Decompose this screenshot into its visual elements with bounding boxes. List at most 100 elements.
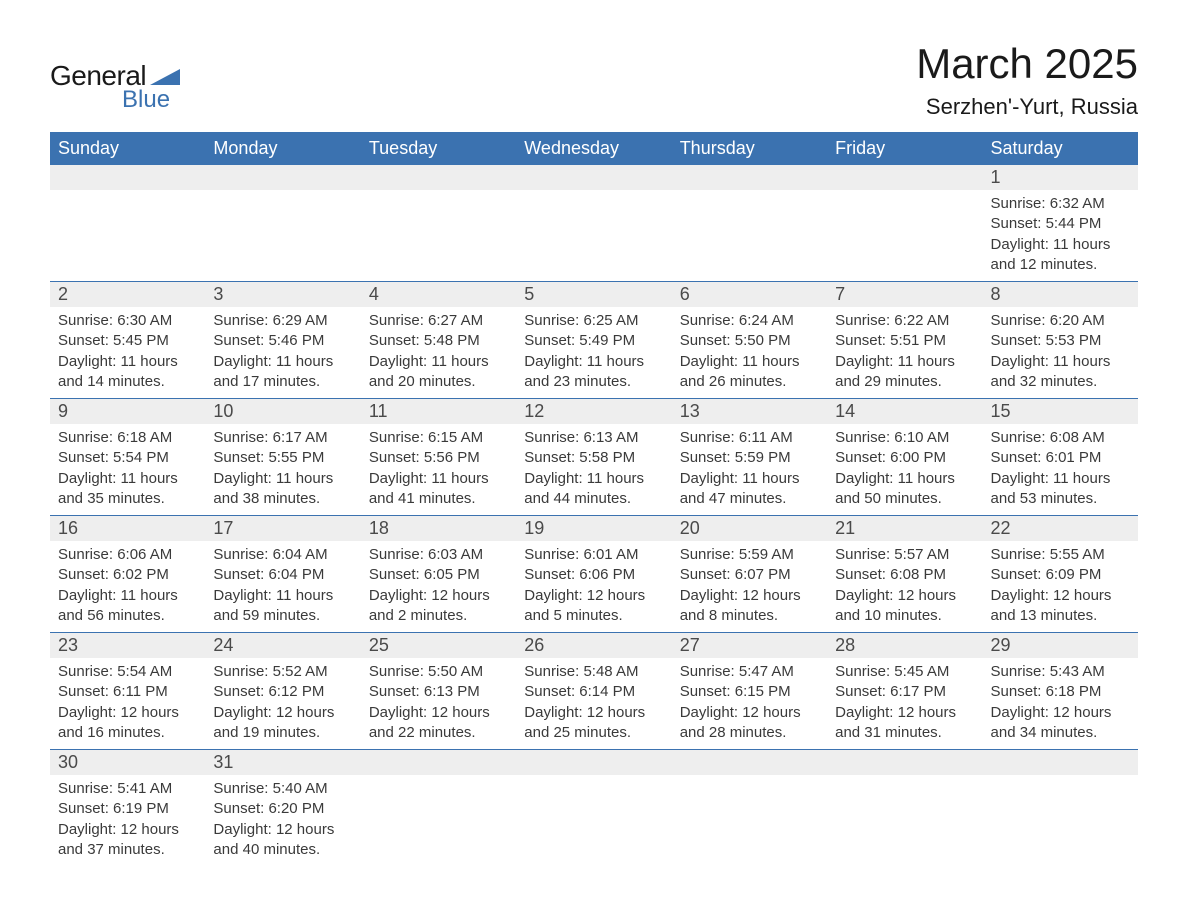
sunrise-line: Sunrise: 6:06 AM	[58, 545, 197, 565]
day-number-row: 16171819202122	[50, 516, 1138, 542]
day-detail-cell: Sunrise: 6:27 AMSunset: 5:48 PMDaylight:…	[361, 307, 516, 399]
header: General Blue March 2025 Serzhen'-Yurt, R…	[50, 40, 1138, 120]
day-detail-cell: Sunrise: 6:30 AMSunset: 5:45 PMDaylight:…	[50, 307, 205, 399]
day-number-cell: 19	[516, 516, 671, 542]
sunset-line: Sunset: 6:05 PM	[369, 565, 508, 585]
day-number-cell: 16	[50, 516, 205, 542]
day-number-cell	[983, 750, 1138, 776]
daylight-line: Daylight: 11 hours and 35 minutes.	[58, 469, 197, 510]
weekday-header: Tuesday	[361, 132, 516, 165]
day-number-cell: 15	[983, 399, 1138, 425]
day-detail-cell: Sunrise: 6:08 AMSunset: 6:01 PMDaylight:…	[983, 424, 1138, 516]
day-detail-cell	[516, 775, 671, 866]
daylight-line: Daylight: 11 hours and 38 minutes.	[213, 469, 352, 510]
logo-word-blue: Blue	[122, 86, 170, 114]
sunrise-line: Sunrise: 5:59 AM	[680, 545, 819, 565]
sunrise-line: Sunrise: 6:17 AM	[213, 428, 352, 448]
day-detail-cell: Sunrise: 5:57 AMSunset: 6:08 PMDaylight:…	[827, 541, 982, 633]
day-detail-cell: Sunrise: 6:17 AMSunset: 5:55 PMDaylight:…	[205, 424, 360, 516]
day-detail-cell: Sunrise: 5:59 AMSunset: 6:07 PMDaylight:…	[672, 541, 827, 633]
day-number-cell: 31	[205, 750, 360, 776]
daylight-line: Daylight: 12 hours and 2 minutes.	[369, 586, 508, 627]
sunrise-line: Sunrise: 6:24 AM	[680, 311, 819, 331]
day-number-cell: 10	[205, 399, 360, 425]
day-detail-cell	[516, 190, 671, 282]
day-number-cell: 2	[50, 282, 205, 308]
day-number-cell: 24	[205, 633, 360, 659]
day-number-row: 3031	[50, 750, 1138, 776]
sunset-line: Sunset: 5:59 PM	[680, 448, 819, 468]
day-detail-cell	[361, 775, 516, 866]
day-detail-cell: Sunrise: 6:13 AMSunset: 5:58 PMDaylight:…	[516, 424, 671, 516]
daylight-line: Daylight: 12 hours and 22 minutes.	[369, 703, 508, 744]
daylight-line: Daylight: 11 hours and 56 minutes.	[58, 586, 197, 627]
daylight-line: Daylight: 12 hours and 40 minutes.	[213, 820, 352, 861]
daylight-line: Daylight: 12 hours and 37 minutes.	[58, 820, 197, 861]
day-number-cell: 28	[827, 633, 982, 659]
daylight-line: Daylight: 12 hours and 28 minutes.	[680, 703, 819, 744]
day-number-cell: 14	[827, 399, 982, 425]
day-number-cell: 11	[361, 399, 516, 425]
day-number-cell: 23	[50, 633, 205, 659]
day-number-cell: 29	[983, 633, 1138, 659]
sunrise-line: Sunrise: 6:18 AM	[58, 428, 197, 448]
day-number-cell: 3	[205, 282, 360, 308]
sunset-line: Sunset: 6:20 PM	[213, 799, 352, 819]
day-detail-cell: Sunrise: 5:54 AMSunset: 6:11 PMDaylight:…	[50, 658, 205, 750]
day-detail-cell: Sunrise: 5:45 AMSunset: 6:17 PMDaylight:…	[827, 658, 982, 750]
day-number-row: 9101112131415	[50, 399, 1138, 425]
sunset-line: Sunset: 6:08 PM	[835, 565, 974, 585]
daylight-line: Daylight: 12 hours and 13 minutes.	[991, 586, 1130, 627]
daylight-line: Daylight: 11 hours and 41 minutes.	[369, 469, 508, 510]
day-number-cell	[516, 165, 671, 190]
weekday-header: Friday	[827, 132, 982, 165]
sunset-line: Sunset: 5:45 PM	[58, 331, 197, 351]
sunset-line: Sunset: 5:53 PM	[991, 331, 1130, 351]
sunrise-line: Sunrise: 5:47 AM	[680, 662, 819, 682]
weekday-header: Sunday	[50, 132, 205, 165]
day-number-cell	[672, 165, 827, 190]
day-number-cell: 1	[983, 165, 1138, 190]
day-number-cell: 22	[983, 516, 1138, 542]
sunset-line: Sunset: 6:06 PM	[524, 565, 663, 585]
weekday-header: Saturday	[983, 132, 1138, 165]
daylight-line: Daylight: 12 hours and 31 minutes.	[835, 703, 974, 744]
sunrise-line: Sunrise: 5:45 AM	[835, 662, 974, 682]
day-number-cell	[361, 165, 516, 190]
sunset-line: Sunset: 6:15 PM	[680, 682, 819, 702]
day-number-cell	[50, 165, 205, 190]
daylight-line: Daylight: 12 hours and 25 minutes.	[524, 703, 663, 744]
sunrise-line: Sunrise: 6:08 AM	[991, 428, 1130, 448]
day-detail-row: Sunrise: 5:41 AMSunset: 6:19 PMDaylight:…	[50, 775, 1138, 866]
sunrise-line: Sunrise: 5:43 AM	[991, 662, 1130, 682]
day-detail-row: Sunrise: 5:54 AMSunset: 6:11 PMDaylight:…	[50, 658, 1138, 750]
day-detail-cell: Sunrise: 5:40 AMSunset: 6:20 PMDaylight:…	[205, 775, 360, 866]
day-detail-cell: Sunrise: 6:10 AMSunset: 6:00 PMDaylight:…	[827, 424, 982, 516]
sunrise-line: Sunrise: 6:29 AM	[213, 311, 352, 331]
day-detail-cell	[827, 775, 982, 866]
sunset-line: Sunset: 5:44 PM	[991, 214, 1130, 234]
daylight-line: Daylight: 11 hours and 29 minutes.	[835, 352, 974, 393]
day-number-cell: 9	[50, 399, 205, 425]
sunrise-line: Sunrise: 6:27 AM	[369, 311, 508, 331]
day-detail-cell	[205, 190, 360, 282]
day-detail-cell: Sunrise: 6:15 AMSunset: 5:56 PMDaylight:…	[361, 424, 516, 516]
sunrise-line: Sunrise: 5:40 AM	[213, 779, 352, 799]
sunrise-line: Sunrise: 5:54 AM	[58, 662, 197, 682]
day-detail-cell: Sunrise: 6:20 AMSunset: 5:53 PMDaylight:…	[983, 307, 1138, 399]
sunrise-line: Sunrise: 6:10 AM	[835, 428, 974, 448]
day-detail-row: Sunrise: 6:30 AMSunset: 5:45 PMDaylight:…	[50, 307, 1138, 399]
sunrise-line: Sunrise: 5:50 AM	[369, 662, 508, 682]
location: Serzhen'-Yurt, Russia	[916, 94, 1138, 120]
calendar-table: Sunday Monday Tuesday Wednesday Thursday…	[50, 132, 1138, 866]
day-number-row: 23242526272829	[50, 633, 1138, 659]
daylight-line: Daylight: 11 hours and 14 minutes.	[58, 352, 197, 393]
daylight-line: Daylight: 11 hours and 32 minutes.	[991, 352, 1130, 393]
day-number-cell	[361, 750, 516, 776]
sunrise-line: Sunrise: 5:52 AM	[213, 662, 352, 682]
day-number-cell: 27	[672, 633, 827, 659]
weekday-header: Wednesday	[516, 132, 671, 165]
daylight-line: Daylight: 11 hours and 23 minutes.	[524, 352, 663, 393]
sunset-line: Sunset: 6:12 PM	[213, 682, 352, 702]
sunrise-line: Sunrise: 6:04 AM	[213, 545, 352, 565]
